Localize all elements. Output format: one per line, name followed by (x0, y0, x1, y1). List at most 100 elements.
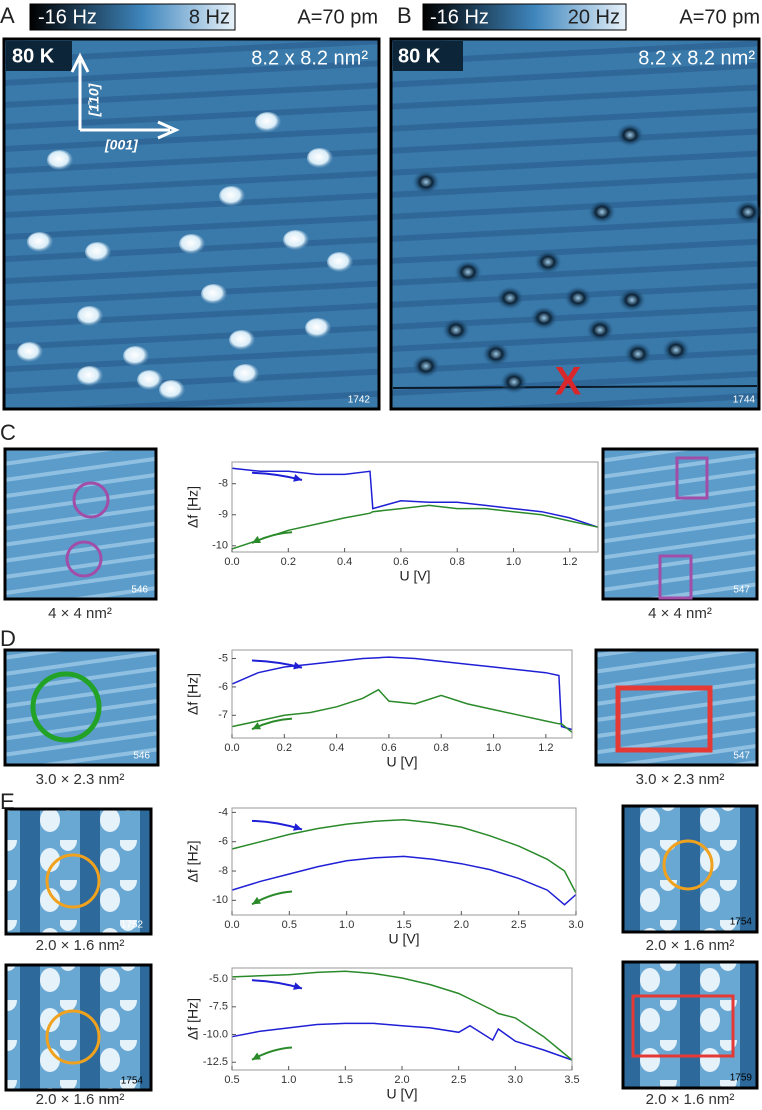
adsorbate (77, 366, 103, 386)
image-id: 546 (131, 585, 148, 596)
sweep-arrowhead (293, 661, 302, 670)
image-id: 1744 (733, 395, 756, 406)
afm-image (621, 960, 759, 1090)
x-tick-label: 0.2 (281, 556, 296, 568)
data-line (231, 818, 577, 894)
afm-image (621, 804, 759, 934)
image-id: 1752 (121, 920, 144, 931)
adsorbate (327, 252, 353, 272)
adsorbate (85, 242, 111, 262)
highlight (65, 540, 103, 578)
adsorbate (454, 260, 482, 284)
image-size: 2.0 × 1.6 nm² (646, 937, 735, 954)
panel-letter: C (0, 420, 16, 445)
amplitude: A=70 pm (297, 6, 378, 28)
x-axis-label: U [V] (388, 931, 419, 947)
adsorbate (17, 342, 43, 362)
image-id: 1742 (348, 395, 371, 406)
adsorbate (564, 286, 592, 310)
x-tick-label: 2.0 (394, 1074, 409, 1086)
direction-arrows (70, 52, 180, 140)
colorbar-min: -16 Hz (38, 6, 97, 28)
image-size: 4 × 4 nm² (48, 605, 112, 622)
amplitude: A=70 pm (679, 6, 760, 28)
direction-label: [001] (104, 137, 139, 153)
x-tick-label: 0.6 (393, 556, 408, 568)
y-tick-label: -4 (218, 806, 228, 818)
y-tick-label: -7.5 (209, 1001, 228, 1013)
colorbar-max: 8 Hz (189, 6, 230, 28)
x-tick-label: 0.0 (224, 556, 239, 568)
image-id: 547 (733, 585, 750, 596)
x-tick-label: 1.0 (486, 742, 501, 754)
highlight (30, 671, 102, 743)
y-axis-label: Δf [Hz] (185, 673, 201, 715)
colorbar-max: 20 Hz (568, 6, 620, 28)
adsorbate (219, 186, 245, 206)
adsorbate (233, 364, 259, 384)
colorbar (29, 3, 236, 31)
temperature: 80 K (12, 45, 55, 67)
afm-image (3, 648, 160, 767)
image-size: 3.0 × 2.3 nm² (36, 771, 125, 788)
adsorbate (307, 148, 333, 168)
adsorbate (662, 338, 690, 362)
adsorbate (734, 200, 762, 224)
plot-frame (231, 461, 599, 553)
y-tick-label: -6 (218, 681, 228, 693)
plot-frame (231, 649, 573, 739)
adsorbate (255, 112, 281, 132)
afm-image (389, 37, 761, 411)
adsorbate (77, 306, 103, 326)
highlight (45, 1009, 101, 1065)
highlight (615, 685, 713, 753)
adsorbate (27, 232, 53, 252)
x-tick-label: 0.0 (224, 919, 239, 931)
image-size: 2.0 × 1.6 nm² (36, 937, 125, 954)
adsorbate (159, 380, 185, 400)
x-tick-label: 3.5 (564, 1074, 579, 1086)
label-box (6, 41, 72, 71)
y-tick-label: -5.0 (209, 973, 228, 985)
highlight (72, 481, 110, 519)
highlight (45, 853, 101, 909)
data-line (231, 504, 599, 550)
adsorbate (530, 306, 558, 330)
adsorbate (47, 150, 73, 170)
afm-image (3, 447, 158, 601)
adsorbate (588, 200, 616, 224)
highlight (658, 554, 693, 600)
x-tick-label: 0.0 (224, 742, 239, 754)
y-tick-label: -5 (218, 652, 228, 664)
adsorbate (482, 342, 510, 366)
image-id: 1754 (730, 917, 753, 928)
afm-image (594, 648, 759, 767)
colorbar-min: -16 Hz (430, 6, 489, 28)
data-line (231, 467, 599, 528)
y-axis-label: Δf [Hz] (185, 998, 201, 1040)
x-tick-label: 0.2 (277, 742, 292, 754)
x-tick-label: 1.0 (339, 919, 354, 931)
y-axis-label: Δf [Hz] (185, 840, 201, 882)
x-tick-label: 0.5 (224, 1074, 239, 1086)
data-line (231, 1022, 573, 1061)
y-tick-label: -12.5 (203, 1056, 228, 1068)
adsorbate (283, 230, 309, 250)
x-tick-label: 3.0 (508, 1074, 523, 1086)
x-tick-label: 1.5 (396, 919, 411, 931)
highlight (662, 839, 714, 891)
adsorbate (179, 234, 205, 254)
adsorbate (618, 288, 646, 312)
data-line (231, 688, 573, 733)
x-axis-label: U [V] (399, 568, 430, 584)
sweep-arrowhead (252, 722, 261, 730)
x-axis-label: U [V] (386, 1086, 417, 1102)
afm-image (2, 37, 381, 411)
x-tick-label: 0.6 (381, 742, 396, 754)
x-tick-label: 2.5 (511, 919, 526, 931)
x-tick-label: 0.4 (337, 556, 352, 568)
x-axis-label: U [V] (386, 754, 417, 770)
image-size: 3.0 × 2.3 nm² (636, 771, 725, 788)
x-tick-label: 1.2 (538, 742, 553, 754)
x-tick-label: 0.8 (434, 742, 449, 754)
